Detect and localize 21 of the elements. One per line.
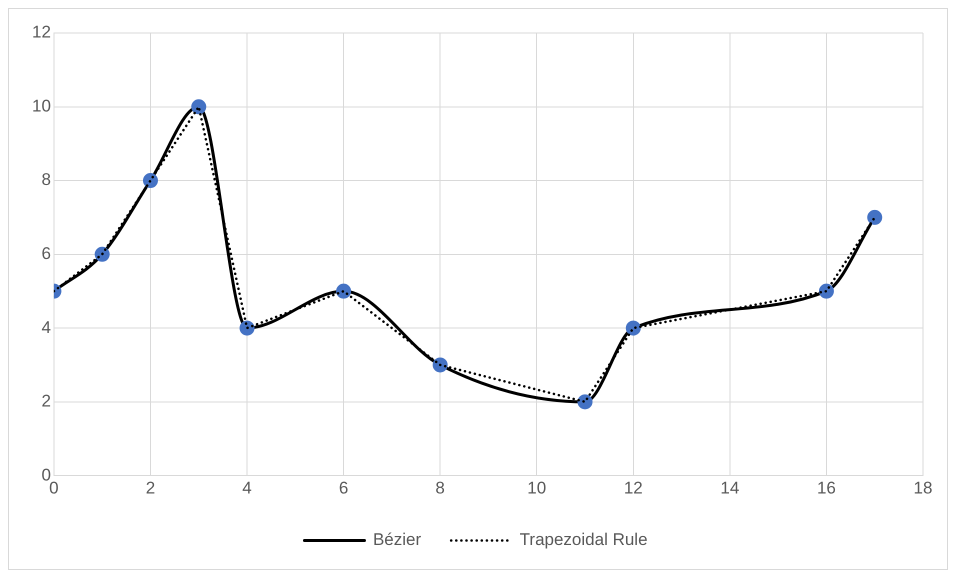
- x-tick-label: 10: [527, 478, 546, 498]
- point: [626, 320, 641, 336]
- y-tick-label: 4: [41, 318, 51, 337]
- point: [867, 210, 882, 225]
- y-tick-label: 10: [32, 96, 51, 116]
- x-tick-label: 8: [435, 478, 445, 498]
- legend-label: Bézier: [372, 530, 422, 550]
- x-tick-label: 14: [720, 478, 740, 498]
- y-tick-label: 2: [41, 392, 51, 411]
- x-tick-label: 16: [816, 478, 836, 498]
- point: [191, 99, 206, 114]
- x-tick-label: 4: [242, 478, 252, 498]
- y-tick-label: 8: [41, 170, 51, 190]
- legend-label: Trapezoidal Rule: [520, 530, 648, 550]
- x-tick-label: 2: [146, 478, 156, 498]
- y-tick-label: 6: [41, 244, 51, 263]
- x-tick-label: 12: [624, 478, 643, 498]
- x-tick-label: 6: [338, 478, 348, 498]
- y-tick-label: 12: [32, 22, 51, 42]
- y-tick-label: 0: [41, 465, 51, 484]
- x-tick-label: 18: [914, 478, 932, 498]
